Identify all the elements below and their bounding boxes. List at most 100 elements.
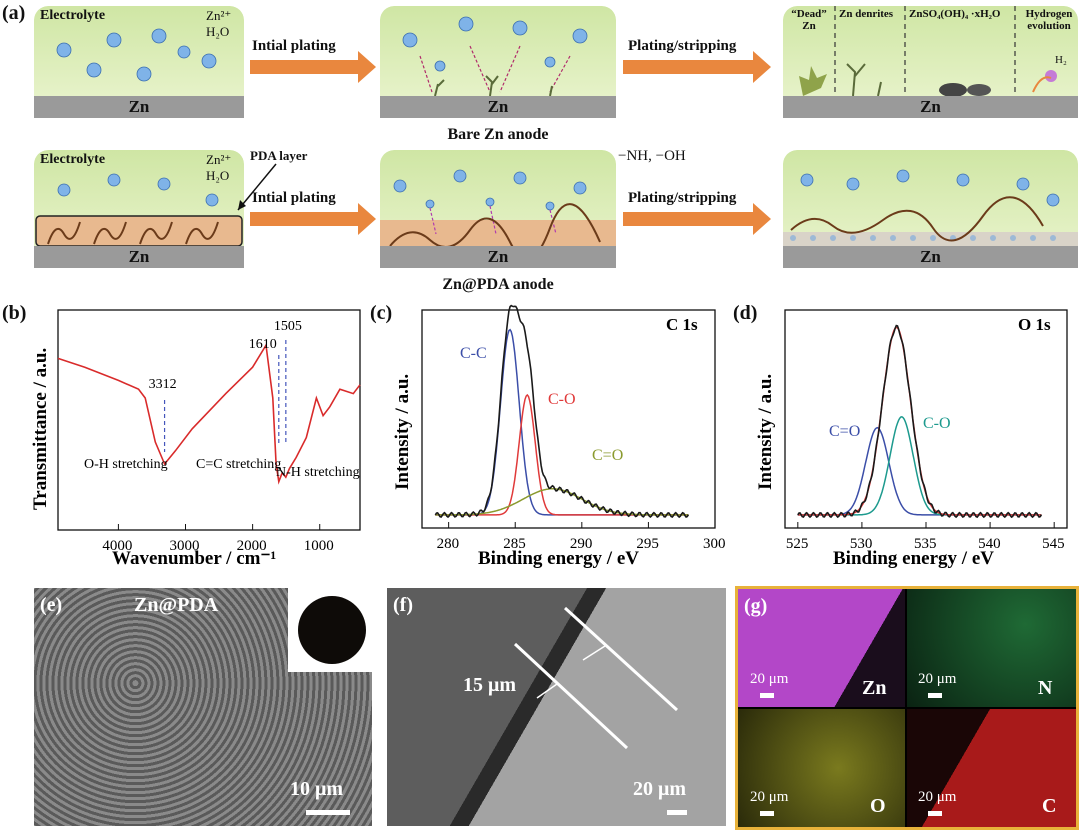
arrow-initial-plating-1 xyxy=(250,51,376,83)
panel-a-label: (a) xyxy=(2,2,26,24)
panel-c-label: (c) xyxy=(370,302,393,324)
ftir-spectrum-line xyxy=(57,342,361,485)
xps-x-tick-label: 285 xyxy=(503,536,526,552)
c1s-x-axis-label: Binding energy / eV xyxy=(478,548,639,569)
pda-zn-caption: Zn@PDA anode xyxy=(442,276,554,293)
note-oh: O-H stretching xyxy=(84,457,168,472)
c1s-tag: C 1s xyxy=(666,315,698,334)
sem-f-scale-bar xyxy=(667,810,687,815)
pda-cell-cycled: Zn xyxy=(783,150,1078,268)
xps-x-tick-label: 290 xyxy=(570,536,593,552)
ftir-x-tick-label: 2000 xyxy=(237,538,267,554)
arrow-initial-plating-2 xyxy=(250,203,376,235)
eds-c-label: C xyxy=(1042,795,1057,817)
xps-x-tick-label: 540 xyxy=(978,536,1001,552)
panel-e-label: (e) xyxy=(40,594,63,616)
functional-groups-label: −NH, −OH xyxy=(618,148,686,164)
ftir-y-axis-label: Transmittance / a.u. xyxy=(30,348,51,510)
dead-zn-label: “Dead” Zn xyxy=(791,8,827,32)
o1s-co-label: C-O xyxy=(923,415,951,432)
eds-scale-bar-2 xyxy=(928,693,942,698)
xps-component-C-O xyxy=(435,393,689,516)
eds-scale-3: 20 μm xyxy=(750,789,789,805)
xps-x-tick-label: 525 xyxy=(786,536,809,552)
water-legend: H₂O xyxy=(206,24,230,39)
zn-substrate: Zn xyxy=(783,96,1078,118)
thickness-label: 15 μm xyxy=(463,674,516,696)
xps-x-tick-label: 295 xyxy=(636,536,659,552)
plating-stripping-label-2: Plating/stripping xyxy=(628,190,737,206)
pda-cell-initial: Electrolyte Zn²⁺ H₂O Zn xyxy=(34,150,244,268)
dendrite-growth xyxy=(402,16,588,97)
xps-envelope xyxy=(797,324,1043,519)
bare-cell-plated: Zn xyxy=(380,6,616,118)
ion-clusters xyxy=(56,28,217,82)
eds-scale-2: 20 μm xyxy=(918,671,957,687)
initial-plating-label-2: Intial plating xyxy=(252,190,336,206)
ftir-x-axis-label: Wavenumber / cm⁻¹ xyxy=(112,548,276,569)
pda-cell-plated: Zn xyxy=(380,150,616,268)
ftir-x-tick-label: 1000 xyxy=(304,538,334,554)
side-reaction-illustration xyxy=(799,6,1057,97)
zn-substrate: Zn xyxy=(34,246,244,268)
pda-layer-label: PDA layer xyxy=(250,148,308,163)
c1s-co-label: C-O xyxy=(548,391,576,408)
eds-zn-label: Zn xyxy=(862,677,887,699)
dense-deposit xyxy=(783,169,1078,246)
sem-f-scale-label: 20 μm xyxy=(633,778,686,800)
bare-cell-cycled: “Dead” Zn Zn denrites ZnSO₄(OH)₄ ·xH₂O H… xyxy=(783,6,1078,118)
panel-g-label: (g) xyxy=(744,595,768,617)
o1s-cdo-label: C=O xyxy=(829,423,860,440)
electrolyte-label: Electrolyte xyxy=(40,8,106,23)
eds-map-zn xyxy=(738,589,905,707)
sem-image-f: (f) 15 μm 20 μm xyxy=(387,588,726,826)
sem-e-scale-label: 10 μm xyxy=(290,778,343,800)
o1s-x-axis-label: Binding energy / eV xyxy=(833,548,994,569)
c1s-cc-label: C-C xyxy=(460,345,487,362)
sem-e-scale-bar xyxy=(306,810,350,815)
xps-x-tick-label: 545 xyxy=(1042,536,1065,552)
dendrites-label: Zn denrites xyxy=(839,8,894,20)
initial-plating-label-1: Intial plating xyxy=(252,38,336,54)
zn-ion-legend: Zn²⁺ xyxy=(206,152,232,167)
peak-3312: 3312 xyxy=(149,377,177,392)
pda-layer-illustration xyxy=(35,173,243,247)
sample-disc-photo xyxy=(298,596,366,664)
xps-x-tick-label: 530 xyxy=(850,536,873,552)
zn-ion-legend: Zn²⁺ xyxy=(206,8,232,23)
eds-map-frame: (g) Zn N O C 20 μm 20 μm 20 μm 20 μm xyxy=(735,586,1079,830)
thickness-annotation xyxy=(513,606,679,750)
arrow-plating-stripping-2 xyxy=(623,203,771,235)
water-legend: H₂O xyxy=(206,168,230,183)
eds-o-label: O xyxy=(870,795,886,817)
xps-envelope xyxy=(434,304,690,519)
uniform-plating xyxy=(380,169,616,248)
eds-scale-bar-1 xyxy=(760,693,774,698)
eds-scale-bar-3 xyxy=(760,811,774,816)
xps-x-tick-label: 280 xyxy=(437,536,460,552)
ftir-x-tick-label: 3000 xyxy=(170,538,200,554)
c1s-cdo-label: C=O xyxy=(592,447,623,464)
bare-zn-caption: Bare Zn anode xyxy=(447,126,549,143)
sem-e-title: Zn@PDA xyxy=(134,594,219,616)
pda-pointer-arrow xyxy=(237,163,277,211)
hydrogen-label: Hydrogen evolution xyxy=(1025,8,1073,32)
h2-label: H₂ xyxy=(1055,54,1067,66)
xps-o1s-chart: O 1s 525 530 535 540 545 C=O C-O Binding ene… xyxy=(755,309,1068,569)
sem-image-e: (e) Zn@PDA 10 μm xyxy=(34,588,372,826)
c1s-y-axis-label: Intensity / a.u. xyxy=(392,374,413,490)
peak-1610: 1610 xyxy=(249,337,277,352)
o1s-tag: O 1s xyxy=(1018,315,1051,334)
zn-substrate: Zn xyxy=(380,96,616,118)
o1s-y-axis-label: Intensity / a.u. xyxy=(755,374,776,490)
eds-map-c xyxy=(907,709,1076,827)
zn-substrate: Zn xyxy=(783,246,1078,268)
eds-scale-1: 20 μm xyxy=(750,671,789,687)
eds-map-o xyxy=(738,709,905,827)
ftir-x-tick-label: 4000 xyxy=(102,538,132,554)
eds-map-n xyxy=(907,589,1076,707)
xps-x-tick-label: 535 xyxy=(914,536,937,552)
ftir-chart: 4000 3000 2000 1000 3312 1610 1505 O-H stre… xyxy=(30,309,361,569)
xps-c1s-chart: C 1s 280 285 290 295 300 C-C C-O C=O Binding… xyxy=(392,304,725,569)
arrow-plating-stripping-1 xyxy=(623,51,771,83)
